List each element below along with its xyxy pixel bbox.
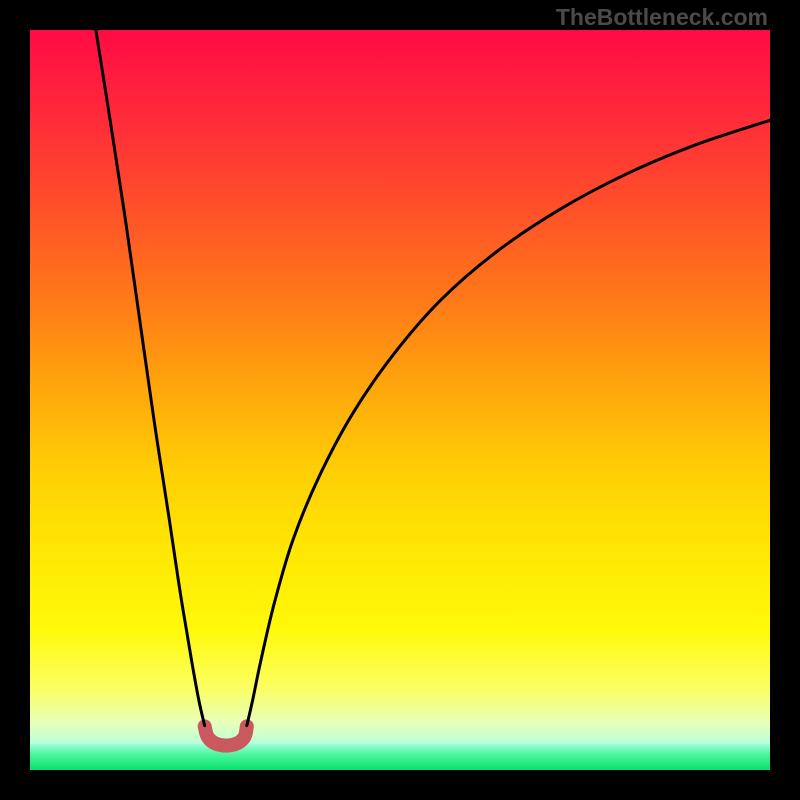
bottleneck-curve-svg	[30, 30, 770, 770]
optimal-u-marker	[205, 726, 247, 745]
curve-right-branch	[247, 120, 770, 725]
chart-container: TheBottleneck.com	[0, 0, 800, 800]
watermark-text: TheBottleneck.com	[556, 4, 768, 31]
curve-left-branch	[96, 30, 205, 726]
chart-area	[30, 30, 770, 770]
